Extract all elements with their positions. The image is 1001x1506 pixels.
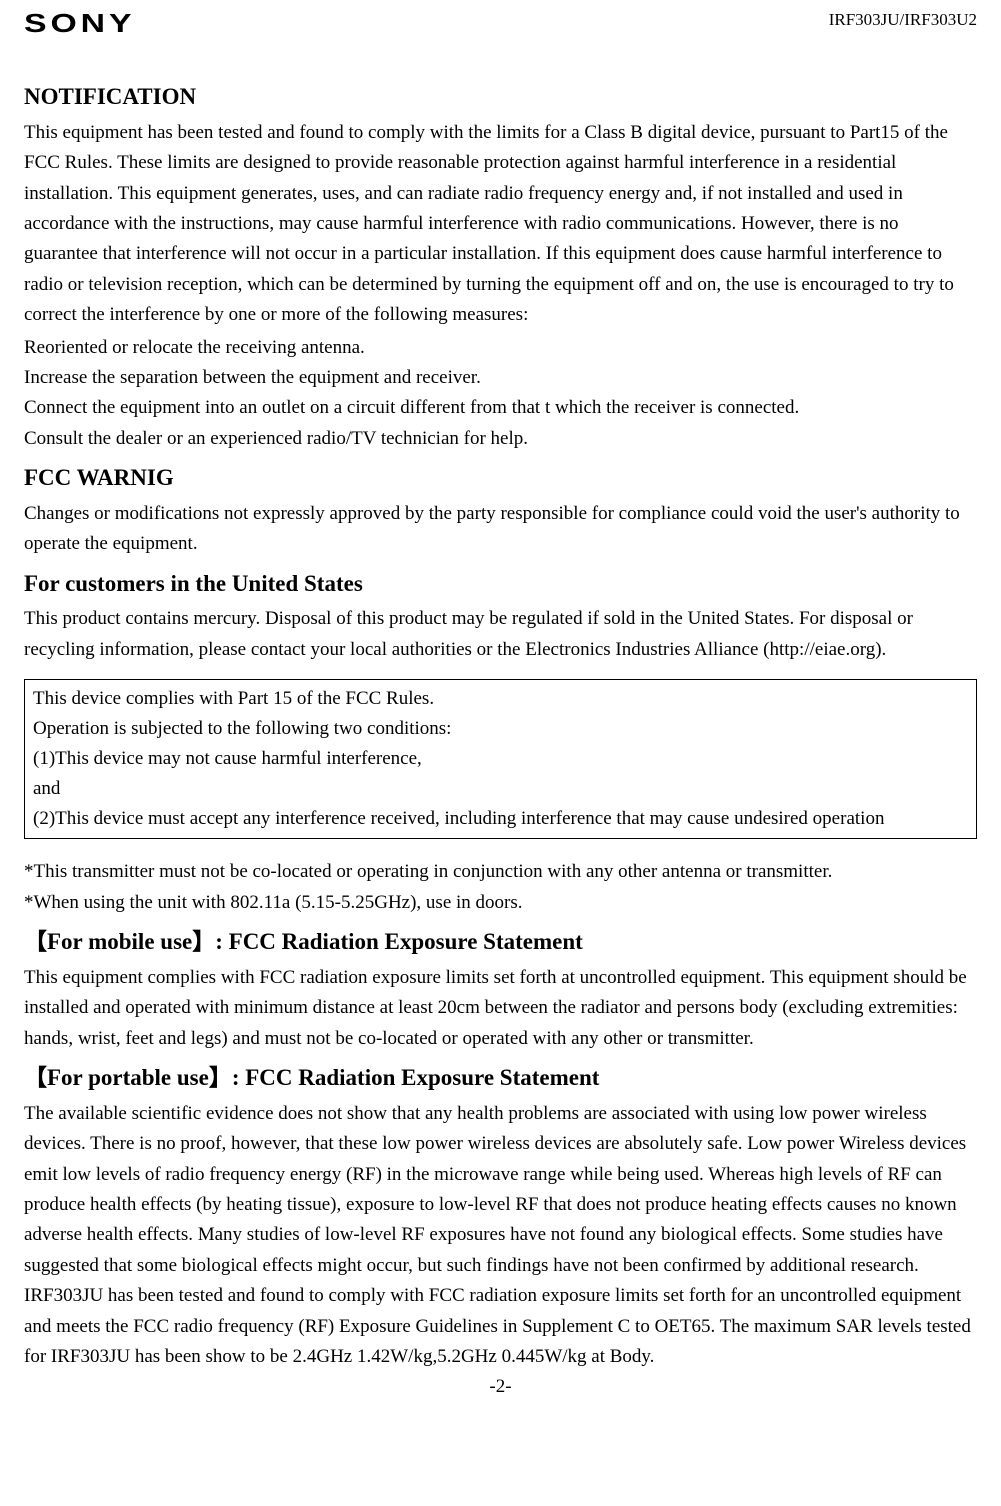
box-line-1: This device complies with Part 15 of the… <box>33 684 968 714</box>
mobile-use-body: This equipment complies with FCC radiati… <box>24 963 977 1054</box>
notification-body: This equipment has been tested and found… <box>24 118 977 331</box>
box-line-5: (2)This device must accept any interfere… <box>33 804 968 834</box>
page-content: NOTIFICATION This equipment has been tes… <box>24 79 977 1372</box>
box-line-4: and <box>33 774 968 804</box>
box-line-3: (1)This device may not cause harmful int… <box>33 744 968 774</box>
page-header: SONY IRF303JU/IRF303U2 <box>24 0 977 39</box>
box-line-2: Operation is subjected to the following … <box>33 714 968 744</box>
notification-measure-1: Reoriented or relocate the receiving ant… <box>24 333 977 363</box>
notification-measure-3: Connect the equipment into an outlet on … <box>24 393 977 423</box>
heading-fcc-warnig: FCC WARNIG <box>24 460 977 497</box>
notification-measure-2: Increase the separation between the equi… <box>24 363 977 393</box>
model-number: IRF303JU/IRF303U2 <box>829 10 977 30</box>
heading-portable-use: 【For portable use】: FCC Radiation Exposu… <box>24 1060 977 1097</box>
fcc-rules-box: This device complies with Part 15 of the… <box>24 679 977 839</box>
heading-mobile-use: 【For mobile use】: FCC Radiation Exposure… <box>24 924 977 961</box>
page: SONY IRF303JU/IRF303U2 NOTIFICATION This… <box>0 0 1001 1406</box>
note-transmitter: *This transmitter must not be co-located… <box>24 857 977 887</box>
page-number: -2- <box>24 1376 977 1406</box>
brand-logo: SONY <box>24 8 135 39</box>
heading-customers-us: For customers in the United States <box>24 566 977 603</box>
portable-use-body: The available scientific evidence does n… <box>24 1099 977 1373</box>
heading-notification: NOTIFICATION <box>24 79 977 116</box>
note-80211a: *When using the unit with 802.11a (5.15-… <box>24 888 977 918</box>
notification-measure-4: Consult the dealer or an experienced rad… <box>24 424 977 454</box>
fcc-warnig-body: Changes or modifications not expressly a… <box>24 499 977 560</box>
customers-us-body: This product contains mercury. Disposal … <box>24 604 977 665</box>
